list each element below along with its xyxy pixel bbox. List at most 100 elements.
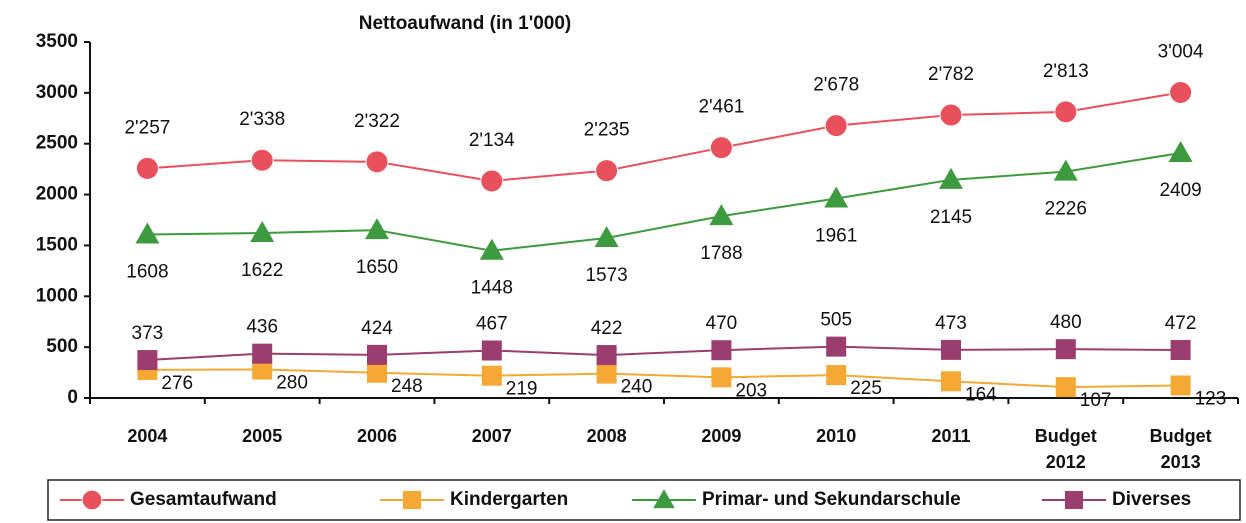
marker	[367, 344, 387, 365]
marker	[596, 363, 617, 384]
legend-label: Kindergarten	[450, 489, 568, 510]
marker	[137, 350, 158, 371]
data-label: 107	[1080, 390, 1112, 411]
marker	[481, 340, 502, 361]
marker	[1055, 377, 1076, 398]
marker	[939, 103, 963, 127]
data-label: 1650	[356, 257, 398, 278]
data-label: 1788	[700, 243, 742, 264]
data-label: 2'338	[239, 109, 285, 130]
x-tick-label: 2008	[586, 426, 627, 446]
y-tick-label: 2000	[36, 184, 78, 205]
series-line	[147, 345, 1181, 362]
legend-label: Gesamtaufwand	[130, 489, 277, 510]
data-label: 467	[476, 314, 508, 335]
marker	[711, 367, 732, 388]
data-label: 280	[276, 373, 308, 394]
series-line	[147, 368, 1181, 389]
data-label: 219	[506, 379, 538, 400]
marker	[252, 359, 273, 380]
y-tick-label: 3000	[36, 82, 78, 103]
marker	[1168, 140, 1193, 162]
x-tick-label: Budget 2012	[1034, 426, 1097, 472]
marker	[711, 340, 732, 361]
marker	[709, 204, 734, 226]
data-label: 2'678	[813, 75, 859, 96]
legend-marker	[403, 491, 421, 509]
data-label: 2'461	[698, 97, 744, 118]
legend-marker	[1065, 491, 1083, 509]
data-label: 2'235	[584, 120, 630, 141]
marker	[824, 114, 848, 138]
marker	[1170, 375, 1191, 396]
data-label: 470	[706, 313, 738, 334]
marker	[479, 238, 504, 260]
marker	[596, 345, 617, 366]
data-label: 2'134	[469, 130, 515, 151]
data-label: 1622	[241, 260, 283, 281]
marker	[250, 221, 275, 243]
data-label: 2145	[930, 207, 972, 228]
legend-marker	[81, 489, 103, 511]
marker	[1054, 100, 1078, 124]
data-label: 123	[1195, 389, 1227, 410]
marker	[1055, 339, 1076, 360]
series-line	[147, 91, 1181, 182]
legend-label: Diverses	[1112, 489, 1191, 510]
y-tick-label: 0	[67, 387, 78, 408]
marker	[135, 222, 160, 244]
marker	[367, 362, 387, 383]
marker	[135, 156, 159, 180]
marker	[1170, 339, 1191, 360]
marker	[365, 150, 389, 174]
x-tick-label: 2007	[471, 426, 512, 446]
data-label: 3'004	[1158, 41, 1204, 62]
legend-box	[47, 479, 1241, 521]
data-label: 480	[1050, 312, 1082, 333]
x-tick-label: 2005	[242, 426, 283, 446]
marker	[1053, 159, 1078, 181]
marker	[594, 226, 619, 248]
data-label: 240	[621, 377, 653, 398]
x-tick-label: 2009	[701, 426, 742, 446]
marker	[252, 343, 273, 364]
marker	[595, 159, 619, 183]
y-tick-label: 2500	[36, 133, 78, 154]
data-label: 436	[246, 317, 278, 338]
marker	[941, 339, 961, 360]
x-tick-label: 2011	[931, 426, 971, 446]
marker	[250, 148, 274, 172]
data-label: 505	[820, 310, 852, 331]
data-label: 248	[391, 376, 423, 397]
x-tick-label: 2004	[127, 426, 168, 446]
marker	[824, 186, 849, 208]
data-label: 164	[965, 384, 997, 405]
marker	[481, 365, 502, 386]
y-tick-label: 1000	[36, 285, 78, 306]
data-label: 276	[161, 373, 193, 394]
data-label: 203	[735, 380, 767, 401]
marker	[941, 371, 961, 392]
data-label: 1961	[815, 226, 857, 247]
marker	[365, 218, 389, 240]
data-label: 424	[361, 318, 393, 339]
data-label: 2226	[1045, 199, 1087, 220]
data-label: 225	[850, 378, 882, 399]
x-tick-label: 2006	[356, 426, 398, 446]
y-tick-label: 1500	[36, 234, 78, 255]
data-label: 1448	[471, 278, 513, 299]
data-label: 472	[1165, 313, 1197, 334]
y-tick-label: 500	[46, 336, 78, 357]
data-label: 473	[935, 313, 967, 334]
x-tick-label: Budget 2013	[1149, 426, 1212, 472]
data-label: 2409	[1159, 180, 1201, 201]
legend-marker	[653, 489, 675, 509]
data-label: 2'813	[1043, 61, 1089, 82]
marker	[1169, 80, 1193, 104]
data-label: 422	[591, 318, 623, 339]
data-label: 1573	[585, 265, 627, 286]
marker	[480, 169, 504, 193]
legend-label: Primar- und Sekundarschule	[702, 489, 961, 510]
data-label: 2'257	[124, 117, 170, 138]
